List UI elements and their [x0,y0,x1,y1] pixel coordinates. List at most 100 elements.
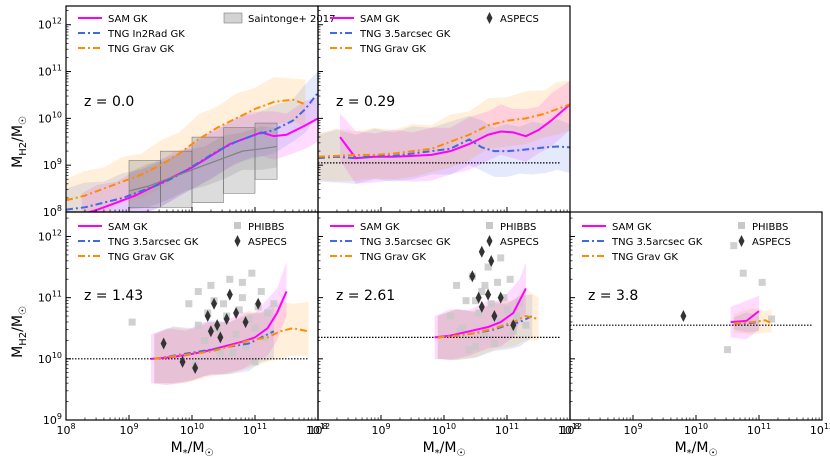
legend-phibbs-marker [234,222,241,229]
phibbs-point [497,254,505,262]
legend-z0: SAM GK TNG In2Rad GK TNG Grav GK Saintonge+… [78,12,335,55]
legend-phibbs-marker [486,222,493,229]
phibbs-point [446,312,454,320]
legend-label: TNG 3.5arcsec GK [107,237,199,248]
aspecs-point [214,319,221,332]
y-tick-label: 109 [43,412,62,427]
aspecs-point [497,291,504,304]
x-tick-label: 1010 [180,422,204,437]
legend-label: TNG Grav GK [107,44,174,55]
x-tick-label: 1011 [747,422,771,437]
band-sam-gk [81,97,318,212]
aspecs-point [226,288,233,301]
y-tick-label: 109 [43,157,62,172]
y-tick-label: 108 [43,204,62,219]
aspecs-point [510,319,517,332]
phibbs-point [472,343,479,351]
legend-label: TNG Grav GK [359,252,426,263]
redshift-label: z = 3.8 [588,288,638,304]
phibbs-point [478,288,486,296]
aspecs-point [478,300,485,313]
y-tick-label: 1010 [38,110,62,125]
aspecs-point [469,270,476,283]
phibbs-point [245,315,253,323]
phibbs-point [229,349,237,357]
phibbs-point [242,343,250,351]
phibbs-point [475,309,483,317]
x-tick-label: 109 [371,422,390,437]
legend-z261: SAM GK TNG 3.5arcsec GK TNG Grav GK PHIBBS A… [330,222,539,263]
panel-z029: z = 0.29 SAM GK TNG 3.5arcsec GK TNG Grav G… [317,5,571,213]
plot-area-z029 [318,80,570,184]
legend-label: PHIBBS [248,222,284,233]
legend-label: TNG 3.5arcsec GK [359,29,451,40]
x-tick-label: 1011 [495,422,519,437]
phibbs-point [494,278,502,286]
phibbs-point [235,306,243,314]
y-tick-label: 1010 [38,351,62,366]
legend-label: ASPECS [500,237,539,248]
aspecs-point [223,313,230,326]
aspecs-point [192,362,199,374]
band-tng-3-5arcsec-gk [733,312,759,333]
aspecs-point [680,310,687,322]
line-tng-grav-gk [733,319,773,325]
phibbs-point [251,358,259,366]
panel-z261: 108 109 1010 1011 1012 z = 2.61 SAM GK TNG 3.5a… [308,211,582,437]
line-tng-grav-gk [154,327,309,360]
phibbs-point [522,321,530,329]
phibbs-point [251,324,259,332]
phibbs-point [270,300,278,308]
phibbs-point [462,297,470,305]
phibbs-point [226,275,234,283]
legend-label: ASPECS [752,237,791,248]
phibbs-point [506,275,514,283]
phibbs-point [484,263,492,271]
x-tick-label: 109 [623,422,642,437]
line-tng-grav-gk [66,98,306,202]
aspecs-point [204,310,211,322]
legend-label: PHIBBS [752,222,788,233]
aspecs-point [233,306,240,319]
phibbs-point [724,346,731,354]
panel-z0: 108 109 1010 1011 1012 z = 0.0 SAM GK TNG In2Ra… [38,5,335,219]
x-tick-label: 109 [119,422,138,437]
phibbs-point [453,281,461,289]
redshift-label: z = 0.0 [84,94,134,110]
legend-label: TNG Grav GK [611,252,678,263]
x-tick-label: 1010 [432,422,456,437]
phibbs-point [185,300,193,308]
legend-label: SAM GK [360,14,400,25]
legend-label: TNG Grav GK [107,252,174,263]
line-saintonge-2017 [128,145,278,192]
legend-z38: SAM GK TNG 3.5arcsec GK TNG Grav GK PHIBBS A… [582,222,791,263]
phibbs-point [490,340,498,348]
phibbs-point [465,346,473,354]
legend-label: SAM GK [360,222,400,233]
legend-label: TNG 3.5arcsec GK [359,237,451,248]
legend-aspecs-marker [738,235,745,247]
legend-aspecs-marker [234,235,241,247]
y-tick-label: 1012 [38,228,62,243]
aspecs-point [207,325,214,338]
x-tick-label: 1012 [810,422,830,437]
aspecs-point [217,331,224,344]
legend-label: TNG In2Rad GK [107,29,185,40]
saintonge-box [254,122,278,180]
phibbs-point [456,327,464,335]
band-sam-gk [340,80,570,184]
aspecs-point [485,288,492,301]
line-sam-gk [434,288,527,339]
phibbs-point [758,278,766,286]
phibbs-point [264,309,272,317]
legend-label: SAM GK [612,222,652,233]
phibbs-point [768,315,776,323]
phibbs-point [481,330,489,338]
line-tng-grav-gk [318,103,570,158]
aspecs-point [255,297,262,310]
line-tng-grav-gk [437,314,539,339]
phibbs-point [220,300,227,308]
legend-z029: SAM GK TNG 3.5arcsec GK TNG Grav GK ASPECS [330,12,539,55]
